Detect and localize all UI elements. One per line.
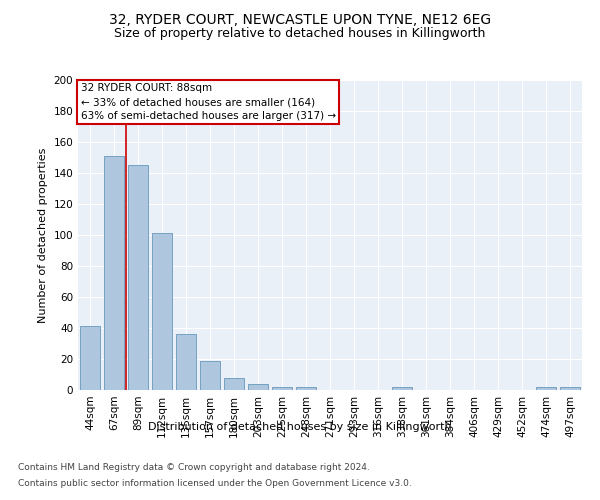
Text: Contains HM Land Registry data © Crown copyright and database right 2024.: Contains HM Land Registry data © Crown c… bbox=[18, 462, 370, 471]
Text: 32 RYDER COURT: 88sqm
← 33% of detached houses are smaller (164)
63% of semi-det: 32 RYDER COURT: 88sqm ← 33% of detached … bbox=[80, 83, 335, 121]
Bar bbox=[224, 378, 244, 390]
Text: Size of property relative to detached houses in Killingworth: Size of property relative to detached ho… bbox=[115, 28, 485, 40]
Bar bbox=[536, 387, 556, 390]
Bar bbox=[392, 387, 412, 390]
Bar bbox=[200, 360, 220, 390]
Bar bbox=[296, 387, 316, 390]
Bar bbox=[560, 387, 580, 390]
Text: Contains public sector information licensed under the Open Government Licence v3: Contains public sector information licen… bbox=[18, 479, 412, 488]
Bar bbox=[128, 165, 148, 390]
Text: 32, RYDER COURT, NEWCASTLE UPON TYNE, NE12 6EG: 32, RYDER COURT, NEWCASTLE UPON TYNE, NE… bbox=[109, 12, 491, 26]
Text: Distribution of detached houses by size in Killingworth: Distribution of detached houses by size … bbox=[148, 422, 452, 432]
Bar bbox=[152, 234, 172, 390]
Y-axis label: Number of detached properties: Number of detached properties bbox=[38, 148, 48, 322]
Bar bbox=[80, 326, 100, 390]
Bar bbox=[248, 384, 268, 390]
Bar bbox=[176, 334, 196, 390]
Bar bbox=[104, 156, 124, 390]
Bar bbox=[272, 387, 292, 390]
